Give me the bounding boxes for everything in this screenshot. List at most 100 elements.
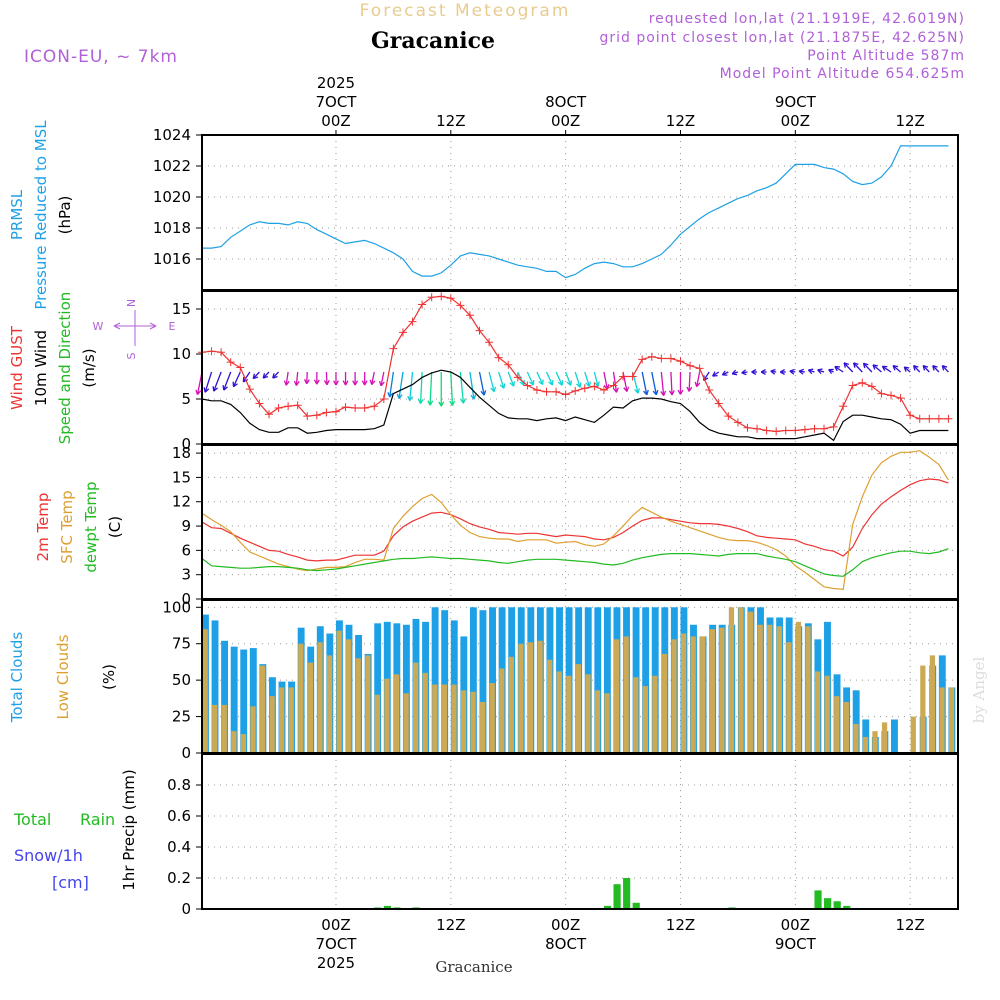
- wind-arrow: [565, 371, 572, 386]
- total-clouds-bar: [431, 607, 439, 753]
- wind-arrow: [507, 371, 515, 387]
- wind-arrow-head: [652, 389, 659, 396]
- top-time-label: 00Z: [321, 112, 350, 130]
- low-clouds-bar: [460, 690, 467, 753]
- bottom-time-label: 9OCT: [775, 935, 817, 953]
- rain-bar: [833, 901, 841, 909]
- rain-bar: [623, 878, 631, 909]
- low-clouds-bar: [547, 659, 553, 753]
- bottom-time-label: 12Z: [436, 916, 465, 934]
- wind-arrow-head: [862, 362, 869, 369]
- low-clouds-bar: [786, 642, 792, 753]
- gust-marker: [619, 372, 628, 381]
- wind-arrow: [272, 371, 280, 379]
- wind-arrow-head: [932, 364, 938, 371]
- gust-marker: [571, 386, 580, 395]
- wind-arrow-head: [741, 369, 747, 376]
- side-label: (m/s): [80, 348, 98, 387]
- wind-arrow: [325, 371, 328, 385]
- wind-arrow-head: [203, 387, 210, 393]
- wind-arrow: [213, 371, 222, 392]
- gust-marker: [360, 404, 369, 412]
- y-tick-label: 0: [181, 744, 191, 762]
- wind-arrow: [584, 371, 590, 387]
- wind-arrow: [853, 362, 863, 373]
- rain-bar: [843, 905, 851, 909]
- wind-arrow-head: [283, 380, 290, 386]
- credit-watermark: by Angel: [970, 656, 988, 723]
- bottom-time-label: 12Z: [666, 916, 695, 934]
- side-label: Pressure Reduced to MSL: [32, 120, 50, 310]
- y-tick-label: 75: [172, 635, 191, 653]
- total-clouds-bar: [594, 607, 602, 753]
- gust-marker: [561, 390, 570, 399]
- wind-arrow-head: [881, 365, 888, 372]
- low-clouds-bar: [613, 639, 620, 753]
- wind-arrow-head: [677, 389, 684, 395]
- wind-arrow: [834, 365, 844, 373]
- low-clouds-bar: [623, 636, 629, 753]
- wind-arrow-head: [438, 401, 445, 407]
- low-clouds-bar: [862, 736, 869, 753]
- wind-arrow-head: [566, 380, 573, 386]
- wind-arrow-head: [369, 379, 376, 386]
- wind-arrow-head: [779, 369, 785, 375]
- wind-arrow: [409, 371, 414, 401]
- gust-marker: [934, 414, 943, 423]
- series-2m-temp: [201, 478, 949, 562]
- low-clouds-bar: [814, 671, 821, 753]
- gust-marker: [657, 354, 666, 363]
- low-clouds-bar: [604, 693, 610, 753]
- gust-marker: [427, 293, 436, 302]
- wind-arrow: [389, 371, 395, 398]
- gust-marker: [341, 403, 350, 412]
- wind-arrow-head: [352, 380, 359, 386]
- low-clouds-bar: [441, 684, 448, 753]
- header: Forecast Meteogram Gracanice ICON-EU, ~ …: [24, 1, 988, 976]
- wind-arrow: [872, 364, 882, 373]
- total-clouds-bar: [441, 610, 449, 753]
- side-label: (hPa): [56, 196, 74, 235]
- wind-arrow-head: [668, 390, 675, 396]
- gust-marker: [686, 361, 695, 370]
- gust-marker: [944, 414, 953, 423]
- side-label: Wind GUST: [8, 325, 26, 410]
- wind-arrow: [863, 362, 873, 373]
- wind-arrow-head: [252, 373, 259, 380]
- gust-marker: [226, 358, 235, 367]
- bottom-time-label: 00Z: [781, 916, 810, 934]
- wind-arrow-head: [834, 365, 840, 372]
- y-tick-label: 0.8: [167, 776, 191, 794]
- y-tick-label: 6: [181, 541, 191, 559]
- wind-arrow: [498, 371, 505, 389]
- low-clouds-bar: [910, 716, 916, 753]
- low-clouds-bar: [872, 731, 878, 753]
- gust-marker: [456, 301, 465, 310]
- y-tick-label: 50: [172, 671, 191, 689]
- wind-arrow-head: [490, 386, 497, 393]
- wind-arrow-head: [361, 380, 368, 386]
- low-clouds-bar: [231, 731, 237, 753]
- low-clouds-bar: [719, 627, 725, 753]
- panel-clouds: 0 25 50 75 100: [162, 598, 959, 762]
- low-clouds-bar: [843, 702, 849, 753]
- wind-arrow: [932, 365, 940, 373]
- wind-arrow-head: [594, 381, 600, 387]
- gust-marker: [753, 424, 762, 433]
- gust-marker: [389, 344, 398, 353]
- wind-arrow-head: [817, 368, 823, 375]
- panel-pressure: 1016 1018 1020 1022 1024: [153, 126, 959, 291]
- precip-label-rain: Rain: [80, 810, 115, 829]
- low-clouds-bar: [585, 674, 591, 753]
- low-clouds-bar: [747, 611, 754, 753]
- low-clouds-bar: [480, 702, 486, 753]
- low-clouds-bar: [566, 675, 572, 753]
- gust-marker: [839, 402, 848, 411]
- gust-marker: [705, 386, 714, 394]
- y-tick-label: 15: [172, 468, 191, 486]
- low-clouds-bar: [690, 636, 696, 753]
- wind-arrow-head: [760, 369, 766, 375]
- wind-arrow-head: [232, 381, 238, 388]
- panel-precip: 0 0.2 0.4 0.6 0.8: [167, 753, 959, 918]
- top-time-label: 12Z: [436, 112, 465, 130]
